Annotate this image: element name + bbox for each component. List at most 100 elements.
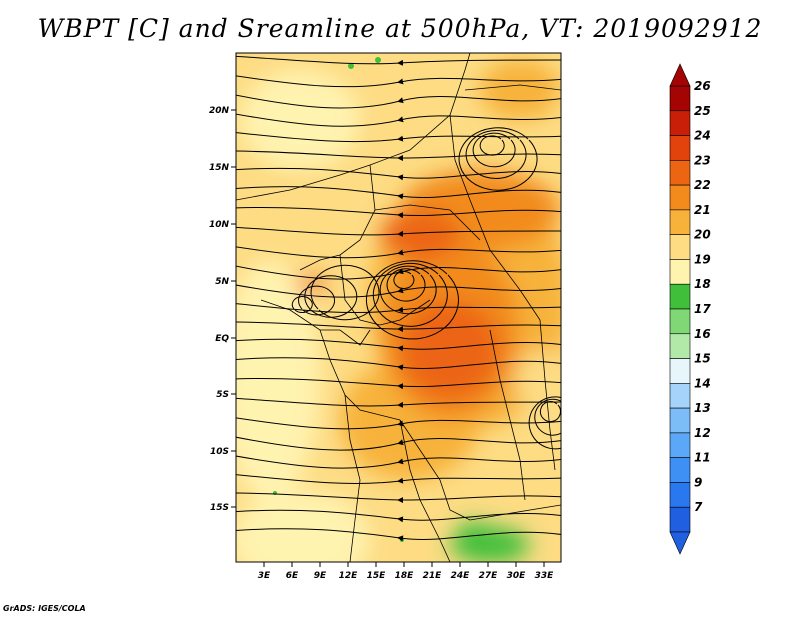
lon-tick-label: 21E: [423, 571, 443, 581]
streamline: [393, 270, 415, 289]
streamline: [236, 75, 561, 88]
streamline: [236, 186, 561, 200]
lat-tick-label: 10N: [209, 220, 230, 230]
streamline: [236, 474, 561, 484]
streamline: [465, 130, 527, 179]
streamline: [458, 127, 538, 191]
streamline: [236, 246, 561, 259]
colorbar-label: 9: [694, 475, 702, 489]
streamline: [236, 206, 561, 219]
colorbar-segment: [669, 358, 691, 384]
colorbar-label: 25: [694, 104, 711, 118]
streamline: [236, 94, 561, 109]
lat-tick-label: 20N: [209, 106, 230, 116]
streamline: [236, 167, 561, 181]
colorbar-segment: [669, 482, 691, 508]
streamline: [236, 284, 561, 298]
colorbar-segment: [669, 383, 691, 409]
streamline: [365, 260, 459, 340]
grads-credit: GrADS: IGES/COLA: [3, 604, 86, 613]
colorbar-label: 20: [694, 228, 711, 242]
streamline: [236, 113, 561, 127]
colorbar-segment: [669, 160, 691, 186]
colorbar-label: 16: [694, 327, 711, 341]
colorbar-segment: [669, 283, 691, 310]
streamline: [236, 150, 561, 162]
colorbar-segment: [669, 259, 691, 285]
colorbar-segment: [669, 457, 691, 483]
streamline: [534, 398, 561, 436]
streamline: [472, 132, 516, 168]
lon-tick-label: 15E: [367, 571, 387, 581]
colorbar-segment: [669, 506, 691, 533]
lat-tick-label: 15N: [209, 163, 230, 173]
lat-tick-label: 5N: [215, 277, 229, 287]
lon-tick-label: 33E: [535, 571, 555, 581]
streamline: [236, 321, 561, 333]
colorbar-segment: [669, 110, 691, 136]
map-title: WBPT [C] and Sreamline at 500hPa, VT: 20…: [37, 14, 763, 43]
colorbar-segment: [669, 333, 691, 359]
streamline: [236, 492, 561, 504]
colorbar-label: 11: [694, 451, 711, 465]
lat-tick-label: 5S: [216, 390, 229, 400]
colorbar-segment: [669, 308, 691, 335]
colorbar-label: 21: [694, 203, 711, 217]
lon-axis: 3E 6E 9E 12E 15E 18E 21E 24E 27E 30E 33E: [258, 562, 554, 581]
country-borders: [236, 53, 561, 562]
colorbar: 26 25 24 23 22 21 20 19 18 17 16 15 14 13 12 11 9 7: [669, 63, 711, 555]
lon-tick-label: 6E: [286, 571, 299, 581]
lat-tick-label: EQ: [215, 334, 229, 344]
colorbar-label: 23: [694, 153, 711, 167]
lon-tick-label: 27E: [479, 571, 499, 581]
streamline: [236, 226, 561, 237]
colorbar-segment: [669, 85, 691, 112]
streamline: [528, 396, 561, 450]
colorbar-segment: [669, 209, 691, 235]
streamline: [291, 296, 313, 314]
lat-tick-label: 15S: [210, 503, 229, 513]
streamline: [236, 55, 561, 66]
streamline: [539, 401, 561, 423]
streamline: [236, 357, 561, 371]
colorbar-label: 17: [694, 302, 711, 316]
plot-frame: [235, 52, 562, 563]
colorbar-label: 24: [694, 129, 711, 143]
colorbar-label: 14: [694, 376, 711, 390]
streamline: [236, 338, 561, 352]
lon-tick-label: 30E: [507, 571, 527, 581]
colorbar-label: 26: [694, 79, 711, 93]
streamline: [236, 436, 561, 451]
streamline: [236, 455, 561, 469]
colorbar-max-arrow: [669, 63, 691, 87]
lat-tick-label: 10S: [210, 447, 229, 457]
lon-tick-label: 9E: [314, 571, 327, 581]
streamline: [386, 268, 426, 302]
lat-axis: 20N 15N 10N 5N EQ 5S 10S 15S: [209, 106, 236, 513]
streamline: [304, 275, 358, 318]
streamline: [236, 397, 561, 408]
streamline: [236, 378, 561, 390]
lon-tick-label: 3E: [258, 571, 271, 581]
colorbar-segment: [669, 234, 691, 260]
streamline: [236, 528, 561, 542]
streamline: [479, 135, 505, 156]
streamline: [379, 265, 437, 315]
colorbar-segment: [669, 432, 691, 458]
lon-tick-label: 12E: [339, 571, 359, 581]
colorbar-label: 7: [694, 500, 703, 514]
colorbar-label: 18: [694, 277, 711, 291]
colorbar-min-arrow: [669, 531, 691, 555]
streamline: [236, 417, 561, 430]
colorbar-segment: [669, 135, 691, 161]
colorbar-segment: [669, 184, 691, 211]
colorbar-segment: [669, 407, 691, 434]
colorbar-label: 15: [694, 352, 711, 366]
lon-tick-label: 24E: [451, 571, 471, 581]
lon-tick-label: 18E: [395, 571, 415, 581]
streamline: [372, 262, 448, 327]
streamline: [310, 264, 380, 321]
colorbar-label: 12: [694, 426, 711, 440]
colorbar-label: 13: [694, 401, 711, 415]
